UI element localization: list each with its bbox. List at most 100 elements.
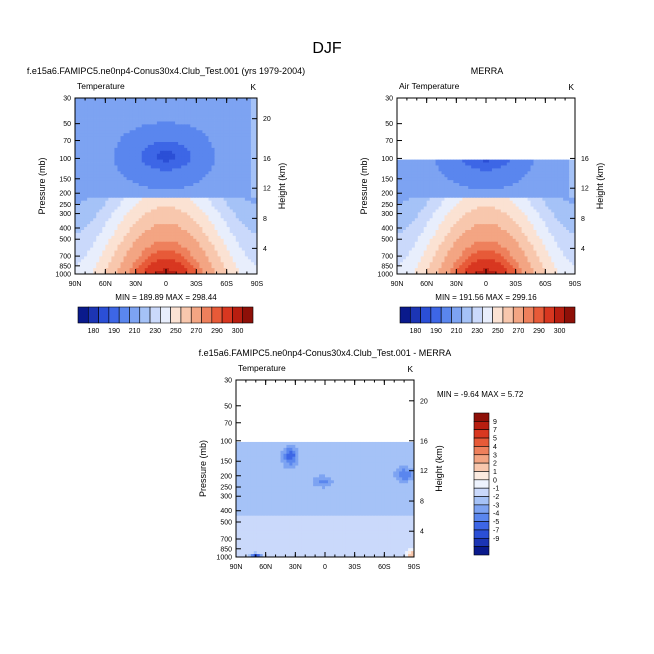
field-cell [244,188,249,193]
field-cell [187,142,191,146]
field-cell [217,238,221,243]
field-cell [214,197,218,202]
field-cell [162,133,167,137]
field-cell [533,121,537,125]
field-cell [126,118,130,122]
field-cell [117,221,121,225]
field-cell [241,165,246,169]
field-cell [150,188,155,193]
field-cell [108,147,112,152]
field-cell [153,171,158,175]
field-cell [205,147,209,152]
field-cell [141,142,146,146]
field-cell [111,259,115,263]
field-cell [488,127,493,131]
field-cell [533,144,537,149]
field-cell [132,238,137,243]
field-cell [84,100,88,105]
field-cell [539,142,543,146]
field-cell [105,218,109,222]
field-cell [81,183,85,187]
field-cell [123,238,127,243]
field-cell [162,103,167,108]
field-cell [196,268,200,272]
field-cell [214,150,218,155]
field-cell [545,130,549,134]
field-cell [126,206,130,210]
field-cell [411,98,416,102]
field-cell [181,232,185,237]
field-cell [211,165,215,169]
field-cell [162,147,167,152]
field-cell [220,127,225,131]
field-cell [75,130,79,134]
field-cell [96,112,100,116]
field-cell [90,171,94,175]
field-cell [411,159,416,163]
field-cell [509,144,514,149]
field-cell [548,156,552,160]
field-cell [253,118,258,122]
field-cell [554,100,558,105]
field-cell [156,203,161,207]
field-cell [99,118,103,122]
field-cell [172,203,176,207]
field-cell [220,162,225,166]
field-cell [250,150,255,155]
field-cell [129,241,134,246]
field-cell [247,130,252,134]
field-cell [202,156,206,160]
field-cell [214,156,218,160]
field-cell [530,118,534,122]
field-cell [156,174,161,178]
x-tick-label: 30S [190,281,203,288]
field-cell [226,232,231,237]
field-cell [181,177,185,181]
field-cell [105,150,109,155]
field-cell [190,133,194,137]
field-cell [530,112,534,116]
field-cell [93,100,97,105]
field-cell [512,109,517,114]
field-cell [96,271,100,275]
field-cell [435,144,439,149]
field-cell [569,147,573,152]
field-cell [235,115,240,119]
field-cell [253,235,258,240]
field-cell [232,188,237,193]
field-cell [250,106,255,111]
field-cell [253,147,258,152]
field-cell [126,186,130,190]
field-cell [533,142,537,146]
field-cell [114,230,118,234]
field-cell [187,115,191,119]
field-cell [205,203,209,207]
field-cell [205,259,209,263]
field-cell [93,256,97,260]
field-cell [184,136,188,140]
field-cell [102,142,106,146]
field-cell [178,153,182,158]
field-cell [235,147,240,152]
field-cell [99,144,103,149]
field-cell [199,197,203,202]
field-cell [432,133,436,137]
field-cell [75,121,79,125]
field-cell [184,144,188,149]
field-cell [84,124,88,128]
field-cell [241,171,246,175]
field-cell [202,183,206,187]
field-cell [217,250,221,254]
field-cell [414,153,419,158]
field-cell [477,127,481,131]
field-cell [175,197,179,202]
field-cell [542,124,546,128]
field-cell [90,256,94,260]
field-cell [551,144,555,149]
field-cell [96,165,100,169]
field-cell [144,209,149,213]
field-cell [196,106,200,111]
field-cell [172,224,176,228]
field-cell [238,133,243,137]
field-cell [193,247,197,251]
